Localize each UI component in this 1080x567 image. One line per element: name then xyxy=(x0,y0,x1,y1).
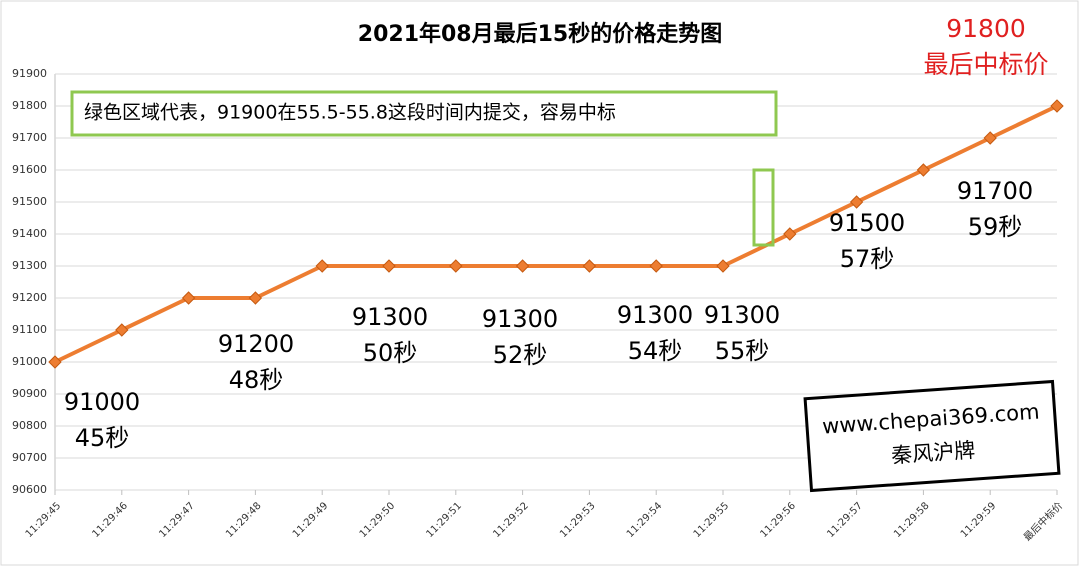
y-tick-label: 91200 xyxy=(12,291,47,304)
annotation: 52秒 xyxy=(493,341,548,369)
y-tick-label: 91500 xyxy=(12,195,47,208)
watermark-box xyxy=(803,379,1061,493)
annotation: 91300 xyxy=(352,303,428,331)
annotation: 45秒 xyxy=(75,424,130,452)
watermark: www.chepai369.com 秦风沪牌 xyxy=(803,379,1061,493)
final-price: 91800 xyxy=(946,14,1026,43)
annotation: 50秒 xyxy=(363,339,418,367)
y-tick-label: 90700 xyxy=(12,451,47,464)
y-tick-label: 91800 xyxy=(12,99,47,112)
note-text: 绿色区域代表，91900在55.5-55.8这段时间内提交，容易中标 xyxy=(84,102,616,124)
marker xyxy=(515,259,530,273)
y-tick-label: 91700 xyxy=(12,131,47,144)
note-box xyxy=(70,90,778,137)
watermark-text: 秦风沪牌 xyxy=(890,438,975,468)
annotation: 91000 xyxy=(64,388,140,416)
marker xyxy=(716,259,730,273)
marker xyxy=(382,259,396,273)
marker xyxy=(916,163,931,177)
y-tick-label: 91400 xyxy=(12,227,47,240)
marker xyxy=(449,259,463,273)
annotation: 91300 xyxy=(617,301,693,329)
annotation: 91300 xyxy=(482,305,558,333)
annotation: 55秒 xyxy=(715,337,770,365)
annotation: 91500 xyxy=(829,209,905,237)
y-tick-label: 90600 xyxy=(12,483,47,496)
marker xyxy=(248,291,263,305)
annotation: 48秒 xyxy=(229,366,284,394)
marker xyxy=(315,259,329,273)
marker xyxy=(649,259,663,273)
y-tick-label: 90800 xyxy=(12,419,47,432)
marker xyxy=(1050,99,1064,113)
y-tick-label: 91300 xyxy=(12,259,47,272)
annotation: 91700 xyxy=(957,177,1033,205)
price-line xyxy=(54,104,1058,364)
annotation: 91200 xyxy=(218,330,294,358)
final-caption: 最后中标价 xyxy=(923,50,1048,79)
marker xyxy=(582,259,597,273)
marker xyxy=(48,355,62,369)
y-tick-label: 91900 xyxy=(12,67,47,80)
annotation: 54秒 xyxy=(628,337,683,365)
marker xyxy=(181,291,196,305)
annotation: 59秒 xyxy=(968,213,1023,241)
y-tick-label: 91100 xyxy=(12,323,47,336)
marker xyxy=(849,195,864,209)
highlight-box xyxy=(752,168,775,247)
chart-title: 2021年08月最后15秒的价格走势图 xyxy=(358,21,722,47)
annotation: 91300 xyxy=(704,301,780,329)
marker xyxy=(983,131,997,145)
annotation: 57秒 xyxy=(840,245,895,273)
y-tick-label: 91600 xyxy=(12,163,47,176)
marker xyxy=(783,227,797,241)
y-tick-label: 91000 xyxy=(12,355,47,368)
y-tick-label: 90900 xyxy=(12,387,47,400)
marker xyxy=(115,323,129,337)
